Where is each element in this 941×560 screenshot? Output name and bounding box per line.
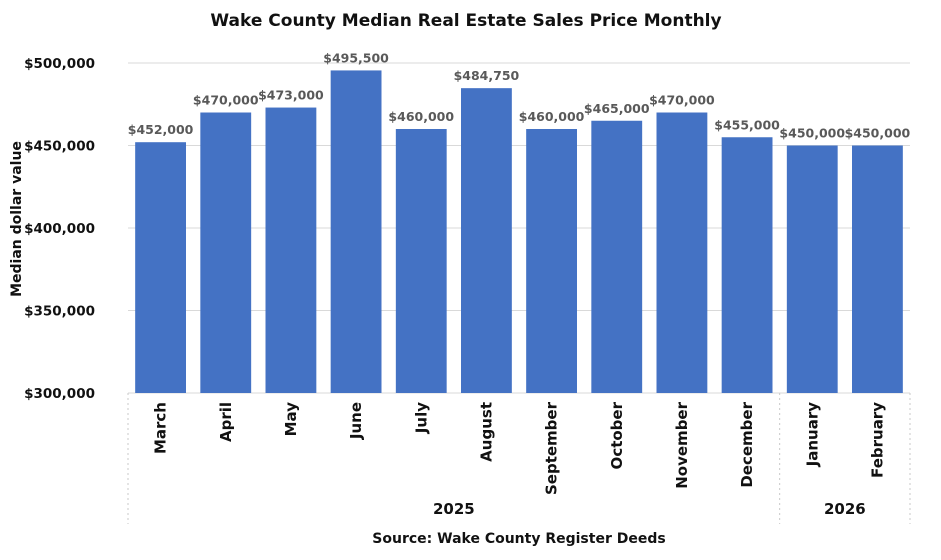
- data-label: $484,750: [454, 68, 520, 83]
- bar-july: [395, 129, 447, 393]
- y-tick-label: $450,000: [24, 139, 95, 155]
- x-tick-label: June: [347, 402, 365, 440]
- bar-september: [526, 129, 577, 393]
- data-label: $450,000: [779, 126, 845, 141]
- data-labels: $452,000$470,000 $473,000$495,500$460,000…: [128, 50, 911, 140]
- y-axis-label: Median dollar value: [9, 141, 25, 297]
- bars: [135, 70, 903, 394]
- x-tick-label: February: [868, 402, 886, 478]
- bar-june: [330, 70, 382, 394]
- bar-december: [721, 137, 773, 393]
- x-tick-label: April: [217, 402, 235, 442]
- data-label: $455,000: [714, 117, 780, 132]
- bar-february: [852, 145, 903, 393]
- bar-january: [786, 145, 838, 393]
- data-label: $465,000: [584, 101, 650, 116]
- source-note: Source: Wake County Register Deeds: [372, 531, 665, 547]
- data-label: $460,000: [388, 109, 454, 124]
- x-tick-label: January: [803, 402, 821, 468]
- y-tick-label: $300,000: [24, 386, 95, 402]
- x-tick-label: September: [543, 401, 561, 495]
- x-tick-label: May: [282, 402, 300, 437]
- bar-april: [200, 112, 252, 393]
- year-groups: 2025 2026: [127, 393, 911, 524]
- year-group-label: 2025: [433, 500, 475, 518]
- chart-title: Wake County Median Real Estate Sales Pri…: [210, 11, 721, 31]
- bar-august: [461, 88, 512, 393]
- x-axis-ticks: March April May June July August September Octo…: [152, 401, 887, 495]
- data-label: $452,000: [128, 122, 194, 137]
- bar-november: [656, 112, 708, 393]
- data-label: $470,000: [649, 93, 715, 108]
- bar-october: [591, 120, 643, 393]
- bar-may: [265, 107, 317, 394]
- x-tick-label: November: [673, 401, 691, 488]
- data-label: $495,500: [323, 50, 389, 65]
- x-tick-label: July: [412, 402, 430, 434]
- x-tick-label: October: [608, 401, 626, 469]
- data-label: $470,000: [193, 93, 259, 108]
- year-group-label: 2026: [824, 500, 866, 518]
- x-tick-label: March: [152, 402, 170, 454]
- data-label: $450,000: [845, 126, 911, 141]
- bar-march: [135, 142, 186, 393]
- y-tick-label: $400,000: [24, 221, 95, 237]
- data-label: $473,000: [258, 88, 324, 103]
- data-label: $460,000: [519, 109, 585, 124]
- x-tick-label: December: [738, 401, 756, 487]
- y-axis-ticks: $300,000 $350,000 $400,000 $450,000 $500,000: [24, 56, 95, 402]
- x-tick-label: August: [477, 402, 495, 462]
- y-tick-label: $350,000: [24, 304, 95, 320]
- y-tick-label: $500,000: [24, 56, 95, 72]
